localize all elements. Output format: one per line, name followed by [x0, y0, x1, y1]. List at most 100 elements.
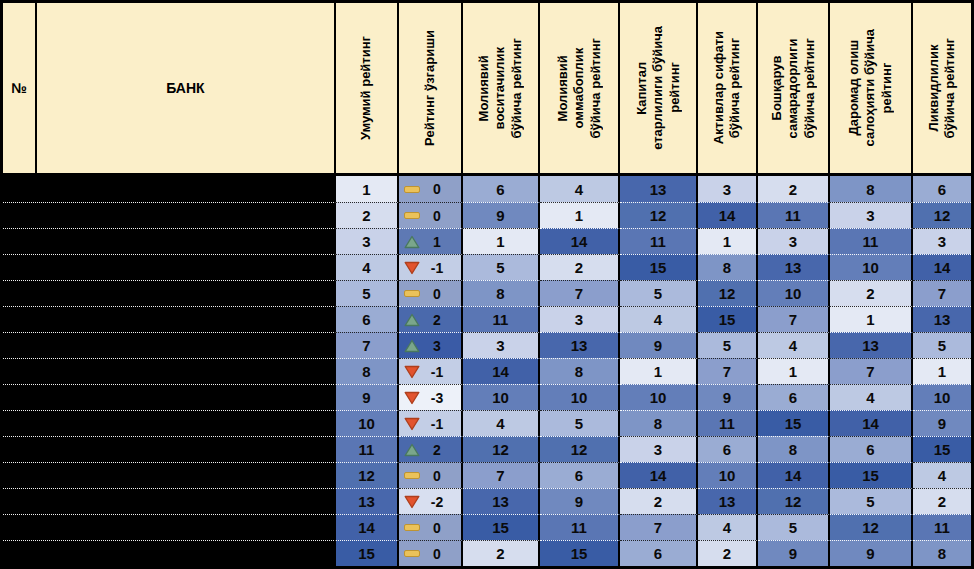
income-capacity-rating-cell: 10: [830, 254, 913, 280]
income-capacity-rating-cell: 7: [830, 358, 913, 384]
table-header-row: № БАНК Умумий рейтинг Рейтинг ўзгариши М…: [3, 3, 971, 176]
triangle-up-icon: [403, 443, 421, 457]
rating-change-cell: 2: [399, 306, 463, 332]
management-efficiency-rating-cell: 13: [758, 254, 830, 280]
liquidity-rating-cell: 3: [913, 228, 971, 254]
header-overall-rating-label: Умумий рейтинг: [358, 36, 374, 140]
redacted-bank-cell: [3, 306, 336, 332]
management-efficiency-rating-cell: 8: [758, 436, 830, 462]
table-row: 8-114817171: [3, 358, 971, 384]
income-capacity-rating-cell: 1: [830, 306, 913, 332]
capital-adequacy-rating-cell: 7: [620, 514, 698, 540]
liquidity-rating-cell: 2: [913, 488, 971, 514]
rating-change-value: 0: [421, 181, 461, 197]
financial-intermediation-rating-cell: 15: [463, 514, 540, 540]
table-row: 13-21392131252: [3, 488, 971, 514]
triangle-up-icon: [403, 313, 421, 327]
management-efficiency-rating-cell: 2: [758, 176, 830, 202]
rating-change-value: -1: [421, 416, 461, 432]
income-capacity-rating-cell: 2: [830, 280, 913, 306]
financial-accessibility-rating-cell: 9: [540, 488, 620, 514]
capital-adequacy-rating-cell: 1: [620, 358, 698, 384]
rating-change-cell: 0: [399, 176, 463, 202]
rating-change-value: 0: [421, 520, 461, 536]
asset-quality-rating-cell: 14: [698, 202, 758, 228]
management-efficiency-rating-cell: 7: [758, 306, 830, 332]
rating-change-cell: -1: [399, 410, 463, 436]
triangle-down-icon: [403, 417, 421, 431]
table-row: 9-310101096410: [3, 384, 971, 410]
header-bank-label: БАНК: [166, 80, 204, 96]
rating-change-value: -2: [421, 494, 461, 510]
table-body: 106413328620911214113123111411131134-152…: [3, 176, 971, 566]
asset-quality-rating-cell: 2: [698, 540, 758, 566]
income-capacity-rating-cell: 11: [830, 228, 913, 254]
redacted-bank-cell: [3, 202, 336, 228]
financial-accessibility-rating-cell: 12: [540, 436, 620, 462]
rating-change-value: 0: [421, 286, 461, 302]
table-row: 14015117451211: [3, 514, 971, 540]
income-capacity-rating-cell: 14: [830, 410, 913, 436]
rating-change-value: -3: [421, 390, 461, 406]
triangle-down-icon: [403, 365, 421, 379]
header-rating-change-label: Рейтинг ўзгариши: [422, 30, 438, 146]
financial-accessibility-rating-cell: 15: [540, 540, 620, 566]
asset-quality-rating-cell: 7: [698, 358, 758, 384]
asset-quality-rating-cell: 8: [698, 254, 758, 280]
overall-rank-cell: 4: [336, 254, 399, 280]
rating-change-value: 0: [421, 546, 461, 562]
management-efficiency-rating-cell: 5: [758, 514, 830, 540]
liquidity-rating-cell: 4: [913, 462, 971, 488]
asset-quality-rating-cell: 15: [698, 306, 758, 332]
liquidity-rating-cell: 14: [913, 254, 971, 280]
header-overall-rating: Умумий рейтинг: [336, 3, 399, 173]
income-capacity-rating-cell: 9: [830, 540, 913, 566]
dash-icon: [403, 469, 421, 483]
financial-accessibility-rating-cell: 2: [540, 254, 620, 280]
rating-change-value: -1: [421, 364, 461, 380]
header-bank: БАНК: [37, 3, 336, 173]
management-efficiency-rating-cell: 14: [758, 462, 830, 488]
rating-change-cell: 0: [399, 540, 463, 566]
rating-change-value: 2: [421, 442, 461, 458]
redacted-bank-cell: [3, 176, 336, 202]
financial-accessibility-rating-cell: 1: [540, 202, 620, 228]
capital-adequacy-rating-cell: 13: [620, 176, 698, 202]
rating-change-value: 3: [421, 338, 461, 354]
overall-rank-cell: 13: [336, 488, 399, 514]
table-row: 15021562998: [3, 540, 971, 566]
dash-icon-shape: [404, 550, 420, 557]
financial-intermediation-rating-cell: 11: [463, 306, 540, 332]
liquidity-rating-cell: 12: [913, 202, 971, 228]
capital-adequacy-rating-cell: 15: [620, 254, 698, 280]
overall-rank-cell: 10: [336, 410, 399, 436]
dash-icon-shape: [404, 472, 420, 479]
asset-quality-rating-cell: 6: [698, 436, 758, 462]
bank-rating-table: № БАНК Умумий рейтинг Рейтинг ўзгариши М…: [0, 0, 974, 569]
income-capacity-rating-cell: 5: [830, 488, 913, 514]
rating-change-cell: 0: [399, 280, 463, 306]
header-management-efficiency-label: Бошқарув самарадорлиги бўйича рейтинг: [769, 38, 818, 138]
table-row: 621134157113: [3, 306, 971, 332]
header-number-label: №: [11, 80, 27, 96]
liquidity-rating-cell: 10: [913, 384, 971, 410]
header-liquidity: Ликвидлилик бўйича рейтинг: [913, 3, 971, 173]
table-row: 1121212368615: [3, 436, 971, 462]
capital-adequacy-rating-cell: 10: [620, 384, 698, 410]
triangle-up-icon: [403, 235, 421, 249]
triangle-down-icon: [403, 391, 421, 405]
table-row: 1064133286: [3, 176, 971, 202]
redacted-bank-cell: [3, 540, 336, 566]
overall-rank-cell: 5: [336, 280, 399, 306]
rating-change-value: -1: [421, 260, 461, 276]
financial-accessibility-rating-cell: 7: [540, 280, 620, 306]
liquidity-rating-cell: 8: [913, 540, 971, 566]
liquidity-rating-cell: 9: [913, 410, 971, 436]
management-efficiency-rating-cell: 12: [758, 488, 830, 514]
management-efficiency-rating-cell: 4: [758, 332, 830, 358]
table-row: 10-14581115149: [3, 410, 971, 436]
capital-adequacy-rating-cell: 11: [620, 228, 698, 254]
redacted-bank-cell: [3, 384, 336, 410]
asset-quality-rating-cell: 11: [698, 410, 758, 436]
rating-change-cell: 0: [399, 514, 463, 540]
